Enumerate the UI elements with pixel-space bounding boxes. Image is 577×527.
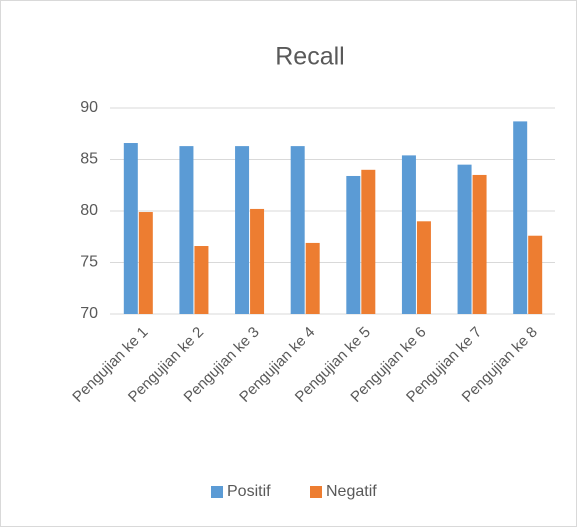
bar bbox=[194, 246, 209, 314]
legend-label: Positif bbox=[227, 483, 271, 500]
legend-swatch bbox=[310, 486, 322, 498]
y-tick-label: 85 bbox=[80, 151, 98, 168]
bar bbox=[179, 146, 194, 314]
bar bbox=[416, 221, 431, 314]
y-tick-label: 90 bbox=[80, 99, 98, 116]
y-tick-label: 70 bbox=[80, 305, 98, 322]
bar bbox=[305, 242, 320, 314]
y-tick-label: 75 bbox=[80, 254, 98, 271]
chart-title: Recall bbox=[275, 43, 344, 71]
bar bbox=[472, 174, 487, 314]
bar bbox=[528, 235, 543, 314]
bar bbox=[250, 208, 265, 314]
legend-label: Negatif bbox=[326, 483, 377, 500]
y-tick-label: 80 bbox=[80, 202, 98, 219]
bar bbox=[346, 175, 361, 314]
bar bbox=[123, 143, 138, 314]
bar bbox=[457, 164, 472, 314]
bar bbox=[401, 155, 416, 314]
bar bbox=[290, 146, 305, 314]
bar bbox=[235, 146, 250, 314]
bar bbox=[513, 121, 528, 314]
bar bbox=[361, 169, 376, 314]
legend-swatch bbox=[211, 486, 223, 498]
bar bbox=[138, 212, 153, 314]
